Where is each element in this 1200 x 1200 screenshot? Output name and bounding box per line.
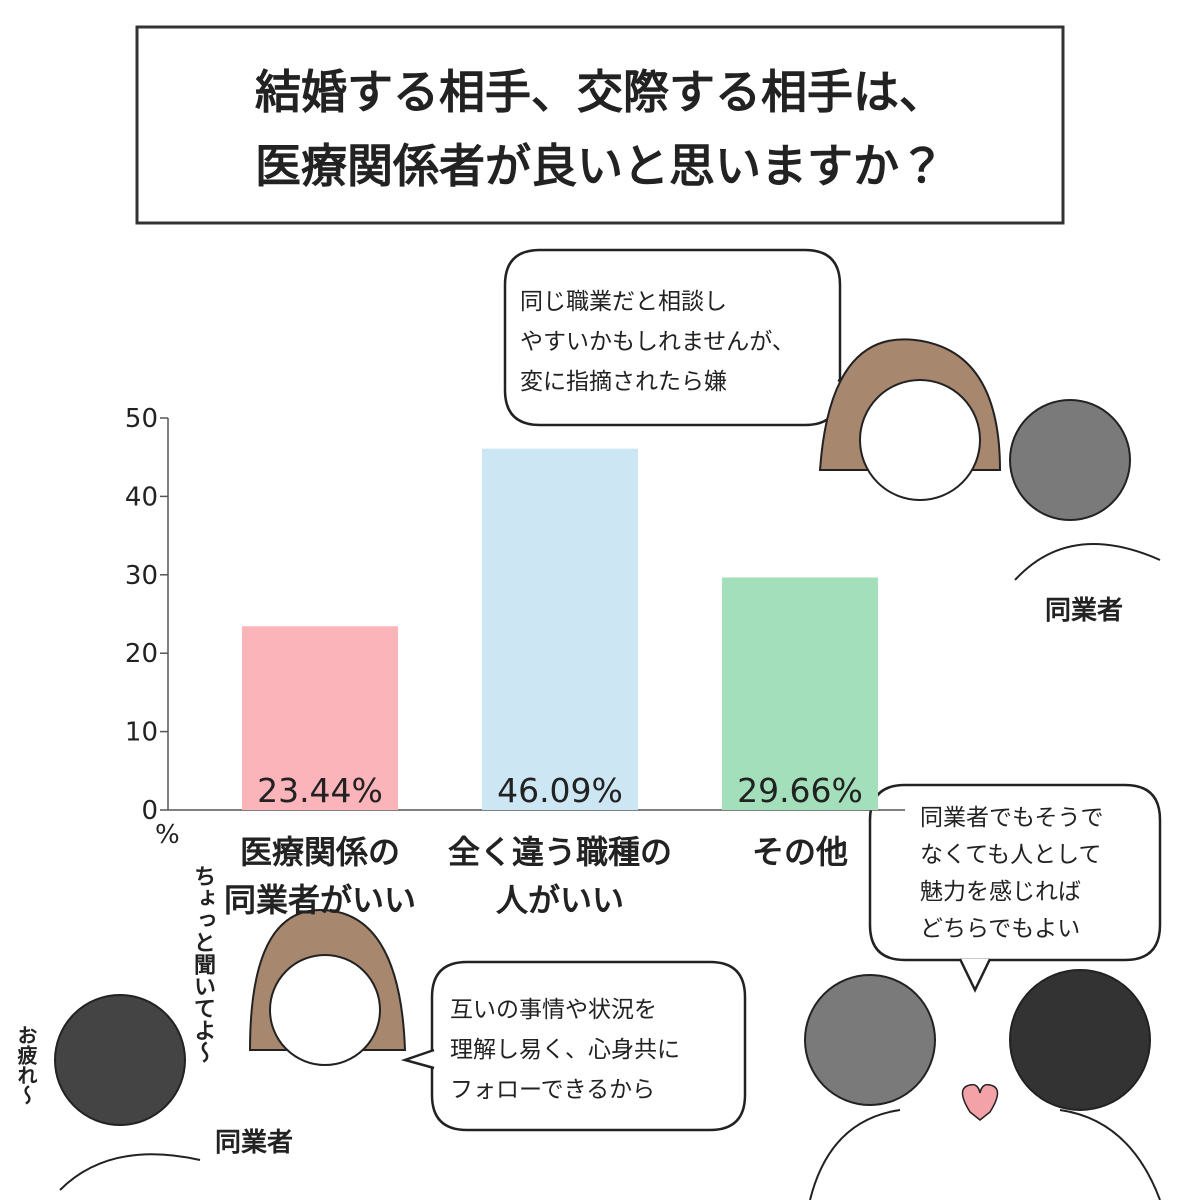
y-tick-label: 40 [125,482,158,512]
chart-title: 結婚する相手、交際する相手は、 医療関係者が良いと思いますか？ [255,65,945,193]
x-tick-label: その他 [751,833,848,871]
y-tick-label: 10 [125,718,158,748]
speech-bubble [503,248,842,427]
bubble-tail [958,958,992,993]
heart [961,1083,999,1121]
speech-bubble [430,960,747,1132]
value-label: 23.44% [257,771,383,810]
bar [722,577,878,810]
value-label: 29.66% [737,771,863,810]
title-box [135,25,1065,225]
bubble-tail [400,1048,435,1070]
bar [482,448,638,810]
caption: 同業者 [215,1128,294,1158]
caption: 同業者 [1045,596,1124,626]
caption: ちょっと聞いてよ〜 [190,865,215,1063]
y-tick-label: 30 [125,561,158,591]
y-tick-label: 0 [141,796,158,826]
bubble-text: 同じ職業だと相談し やすいかもしれませんが、 変に指摘されたら嫌 [520,289,795,395]
caption: お疲れ〜 [14,1025,38,1105]
x-tick-label: 医療関係の 同業者がいい [223,833,416,919]
bubble-text: 互いの事情や状況を 理解し易く、心身共に フォローできるから [450,997,680,1103]
bubble-text: 同業者でもそうで なくても人として 魅力を感じれば どちらでもよい [920,805,1104,942]
value-label: 46.09% [497,771,623,810]
y-tick-label: 20 [125,639,158,669]
x-tick-label: 全く違う職種の 人がいい [447,833,672,919]
bar [242,626,398,810]
y-unit: % [155,820,180,850]
y-tick-label: 50 [125,404,158,434]
illustration [54,338,1161,1200]
